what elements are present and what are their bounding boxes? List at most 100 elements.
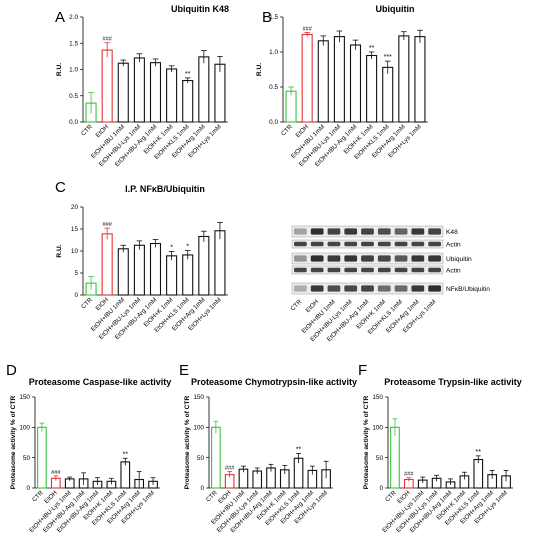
blot-band: [377, 267, 391, 273]
y-tick-label: 50: [376, 455, 384, 462]
blot-band: [344, 255, 358, 262]
y-tick-label: 5: [74, 270, 78, 277]
blot-band: [294, 241, 307, 247]
chart-panel-f: F Proteasome Trypsin-like activity Proteas…: [358, 362, 522, 534]
bar: [211, 426, 221, 489]
bar: [382, 66, 394, 123]
blot-band: [310, 241, 324, 247]
bar: [182, 254, 194, 296]
blot-band: [310, 267, 324, 273]
blot-band: [327, 267, 341, 273]
bar: [101, 49, 113, 123]
blot-band: [310, 228, 324, 235]
blot-band: [344, 285, 358, 292]
panel-letter: F: [358, 362, 367, 379]
category-label: CTR: [80, 123, 94, 137]
blot-band: [377, 285, 391, 292]
blot-band: [327, 255, 341, 262]
blot-band: [294, 267, 307, 273]
y-tick-label: 1.5: [69, 40, 78, 47]
blot-band: [327, 285, 341, 292]
chart-panel-c: C I.P. NFκB/UbiquitinR.U.05101520CTR###Et…: [55, 179, 228, 341]
blot-band: [327, 228, 341, 235]
bar: [182, 79, 194, 123]
y-axis-label: Proteasome activity % of CTR: [184, 396, 191, 490]
bar: [198, 56, 210, 123]
y-tick-label: 1.0: [69, 67, 78, 74]
bar: [214, 230, 226, 296]
chart-title: Proteasome Caspase-like activity: [29, 377, 172, 387]
y-tick-label: 150: [372, 394, 383, 401]
y-tick-label: 0: [200, 485, 204, 492]
blot-band-label: Actin: [446, 241, 461, 248]
y-tick-label: 0: [74, 292, 78, 299]
blot-band: [394, 228, 408, 235]
blot-band: [361, 228, 374, 235]
chart-panel-d: D Proteasome Caspase-like activity Proteas…: [6, 362, 171, 534]
blot-band: [377, 255, 391, 262]
bar: [366, 54, 378, 123]
blot-band: [361, 285, 374, 292]
blot-lane-label: CTR: [289, 298, 303, 312]
blot-band: [428, 285, 441, 292]
y-tick-label: 0.0: [69, 119, 78, 126]
blot-band: [294, 228, 307, 235]
blot-band: [428, 267, 441, 273]
blot-band: [310, 255, 324, 262]
chart-panel-a: A Ubiquitin K48R.U.0.00.51.01.52.0CTR###E…: [55, 4, 229, 168]
blot-band: [428, 241, 441, 247]
significance-label: **: [369, 45, 375, 52]
blot-band: [361, 255, 374, 262]
significance-label: **: [123, 451, 129, 458]
y-tick-label: 0.0: [269, 119, 278, 126]
significance-label: ###: [102, 37, 112, 43]
y-tick-label: 15: [71, 226, 79, 233]
blot-band: [394, 285, 408, 292]
y-tick-label: 1.0: [269, 49, 278, 56]
panel-letter: A: [55, 9, 65, 26]
significance-label: ###: [404, 472, 414, 478]
y-tick-label: 0.5: [269, 84, 278, 91]
panel-letter: E: [179, 362, 189, 379]
bar: [390, 426, 400, 489]
blot-band: [361, 267, 374, 273]
blot-band: [411, 241, 425, 247]
significance-label: ***: [384, 54, 392, 61]
significance-label: *: [186, 244, 189, 251]
blot-band-label: Actin: [446, 267, 461, 274]
blot-band: [428, 255, 441, 262]
category-label: CTR: [80, 296, 94, 310]
blot-band: [394, 267, 408, 273]
chart-title: Ubiquitin K48: [171, 4, 229, 14]
blot-band: [377, 228, 391, 235]
bar: [166, 255, 178, 296]
y-axis-label: R.U.: [56, 244, 63, 257]
bar: [133, 244, 145, 296]
blot-band-label: K48: [446, 229, 458, 236]
blot-band: [294, 255, 307, 262]
bar: [198, 235, 210, 296]
y-axis-label: R.U.: [56, 63, 63, 76]
bar: [149, 62, 162, 123]
bar: [101, 233, 113, 296]
y-tick-label: 2.0: [69, 14, 78, 21]
bar: [414, 36, 426, 123]
blot-band: [411, 228, 425, 235]
y-tick-label: 0: [379, 485, 383, 492]
y-tick-label: 10: [71, 248, 79, 255]
blot-band-label: Ubiquitin: [446, 256, 472, 263]
bar: [301, 33, 313, 123]
blot-band: [344, 267, 358, 273]
bar: [214, 63, 226, 123]
y-tick-label: 0.5: [69, 93, 78, 100]
chart-title: Ubiquitin: [376, 4, 415, 14]
bar: [117, 62, 129, 123]
bar: [317, 40, 329, 123]
chart-title: I.P. NFκB/Ubiquitin: [125, 184, 205, 194]
y-tick-label: 50: [23, 455, 31, 462]
blot-band: [310, 285, 324, 292]
chart-panel-b: B UbiquitinR.U.0.00.51.01.5CTR###EtOHEtOH…: [256, 4, 428, 168]
bar: [37, 426, 47, 489]
